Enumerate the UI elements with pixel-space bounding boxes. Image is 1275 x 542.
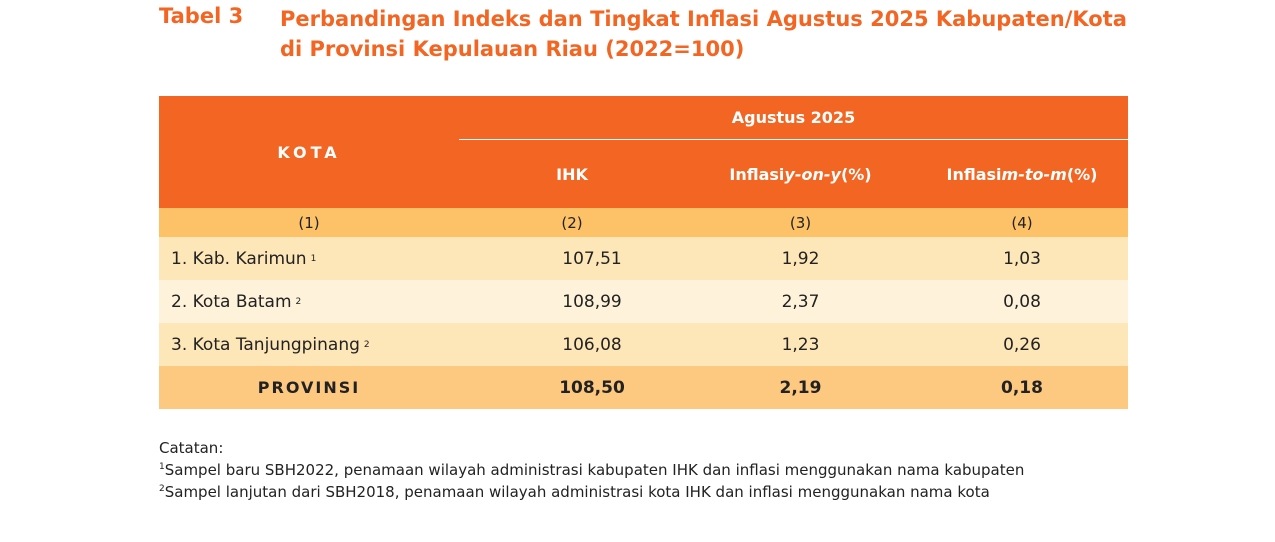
column-number: (3) — [789, 213, 812, 232]
table-header: KOTA Agustus 2025 IHK Inflasi y-on-y (%)… — [159, 96, 1128, 208]
row-mtm: 0,26 — [1003, 334, 1041, 355]
note-1-text: Sampel baru SBH2022, penamaan wilayah ad… — [164, 461, 1025, 479]
total-yoy: 2,19 — [779, 377, 822, 398]
row-name-text: 3. Kota Tanjungpinang — [171, 334, 360, 355]
row-ihk: 108,99 — [562, 291, 622, 312]
column-number-row: (1) (2) (3) (4) — [159, 208, 1128, 237]
table-row: 2. Kota Batam 2 108,99 2,37 0,08 — [159, 280, 1128, 323]
row-name-text: 1. Kab. Karimun — [171, 248, 307, 269]
row-name: 2. Kota Batam 2 — [159, 280, 459, 323]
column-number: (2) — [561, 213, 583, 232]
column-number: (1) — [298, 213, 320, 232]
header-mtm-prefix: Inflasi — [946, 164, 1002, 184]
note-1: 1Sampel baru SBH2022, penamaan wilayah a… — [159, 458, 1024, 480]
row-yoy: 2,37 — [781, 291, 820, 312]
header-inflasi-yoy: Inflasi y-on-y (%) — [685, 140, 916, 208]
row-footnote-mark: 1 — [310, 253, 317, 264]
note-2: 2Sampel lanjutan dari SBH2018, penamaan … — [159, 480, 1024, 502]
header-mtm-italic: m-to-m — [1001, 164, 1067, 184]
row-yoy: 1,23 — [781, 334, 820, 355]
note-1-mark: 1 — [159, 462, 165, 472]
total-ihk: 108,50 — [559, 377, 625, 398]
table-title: Perbandingan Indeks dan Tingkat Inflasi … — [280, 4, 1160, 64]
header-ihk: IHK — [556, 164, 588, 184]
table-title-line-2: di Provinsi Kepulauan Riau (2022=100) — [280, 37, 745, 61]
row-ihk: 107,51 — [562, 248, 622, 269]
total-name: PROVINSI — [257, 378, 361, 397]
header-yoy-italic: y-on-y — [784, 164, 841, 184]
table-number: Tabel 3 — [159, 4, 244, 28]
note-2-mark: 2 — [159, 484, 165, 494]
notes-heading: Catatan: — [159, 439, 224, 457]
header-yoy-suffix: (%) — [840, 164, 872, 184]
table-title-line-1: Perbandingan Indeks dan Tingkat Inflasi … — [280, 7, 1127, 31]
note-2-text: Sampel lanjutan dari SBH2018, penamaan w… — [164, 483, 990, 501]
table-row: 1. Kab. Karimun 1 107,51 1,92 1,03 — [159, 237, 1128, 280]
header-yoy-prefix: Inflasi — [729, 164, 785, 184]
row-footnote-mark: 2 — [295, 296, 302, 307]
row-yoy: 1,92 — [781, 248, 820, 269]
row-mtm: 0,08 — [1003, 291, 1041, 312]
table-notes: Catatan: 1Sampel baru SBH2022, penamaan … — [159, 439, 1024, 502]
row-name: 1. Kab. Karimun 1 — [159, 237, 459, 280]
column-number: (4) — [1011, 213, 1033, 232]
header-group-agustus-2025: Agustus 2025 — [459, 96, 1128, 140]
header-kota: KOTA — [277, 142, 341, 162]
total-row-provinsi: PROVINSI 108,50 2,19 0,18 — [159, 366, 1128, 409]
header-inflasi-mtm: Inflasi m-to-m (%) — [916, 140, 1128, 208]
table-row: 3. Kota Tanjungpinang 2 106,08 1,23 0,26 — [159, 323, 1128, 366]
header-mtm-suffix: (%) — [1066, 164, 1098, 184]
row-mtm: 1,03 — [1003, 248, 1041, 269]
row-name: 3. Kota Tanjungpinang 2 — [159, 323, 459, 366]
row-footnote-mark: 2 — [363, 339, 370, 350]
inflation-table: KOTA Agustus 2025 IHK Inflasi y-on-y (%)… — [159, 96, 1128, 409]
total-mtm: 0,18 — [1001, 377, 1043, 398]
row-name-text: 2. Kota Batam — [171, 291, 292, 312]
row-ihk: 106,08 — [562, 334, 622, 355]
